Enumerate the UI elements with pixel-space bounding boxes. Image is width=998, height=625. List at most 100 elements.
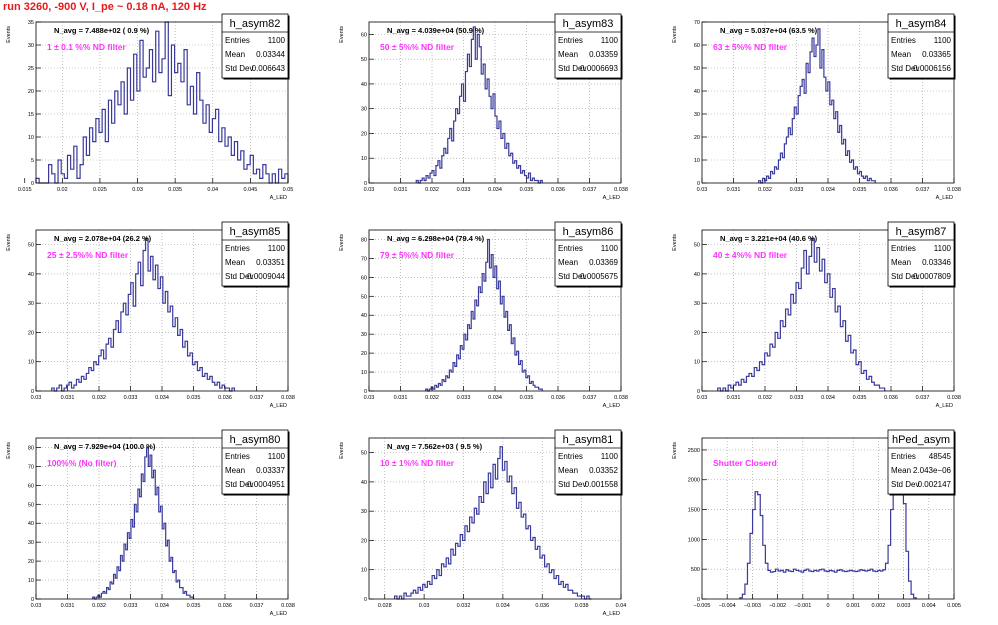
y-tick-label: 40 — [361, 313, 367, 319]
y-tick-label: 50 — [28, 502, 34, 508]
n-avg-label: N_avg = 7.929e+04 (100.0 %) — [54, 442, 156, 451]
filter-annotation: 1 ± 0.1 %% ND filter — [47, 42, 127, 52]
x-tick-label: 0.036 — [884, 187, 898, 193]
stats-std-dev-value: 0.0006693 — [580, 64, 618, 73]
stats-entries-value: 1100 — [934, 244, 952, 253]
y-tick-label: 50 — [694, 66, 700, 72]
x-tick-label: 0.03 — [132, 187, 143, 193]
x-tick-label: 0.033 — [790, 187, 804, 193]
y-tick-label: 10 — [361, 156, 367, 162]
n-avg-label: N_avg = 3.221e+04 (40.6 %) — [720, 234, 818, 243]
y-tick-label: 80 — [361, 237, 367, 243]
stats-entries-value: 1100 — [268, 452, 286, 461]
x-tick-label: 0.034 — [155, 395, 169, 401]
y-tick-label: 10 — [694, 158, 700, 164]
x-tick-label: 0.02 — [57, 187, 68, 193]
x-tick-label: 0.035 — [520, 395, 534, 401]
y-tick-label: 10 — [28, 135, 34, 141]
x-tick-label: 0.031 — [727, 395, 741, 401]
x-tick-label: 0.038 — [281, 603, 295, 609]
filter-annotation: Shutter Closerd — [713, 458, 777, 468]
y-tick-label: 20 — [28, 330, 34, 336]
x-tick-label: 0.038 — [281, 395, 295, 401]
histogram-name: h_asym83 — [563, 18, 614, 30]
x-tick-label: 0 — [826, 603, 829, 609]
histogram-panel-h_asym82: 0.015 0.02 0.025 0.03 0.035 0.04 0.045 0.05 0 5 10… — [6, 13, 293, 201]
x-tick-label: 0.033 — [124, 395, 138, 401]
stats-entries-value: 48545 — [929, 452, 952, 461]
y-tick-label: 50 — [361, 451, 367, 457]
x-tick-label: 0.034 — [496, 603, 510, 609]
y-tick-label: 30 — [28, 540, 34, 546]
y-tick-label: 60 — [361, 275, 367, 281]
x-tick-label: 0.037 — [250, 395, 264, 401]
filter-annotation: 10 ± 1%% ND filter — [380, 458, 455, 468]
stats-box-frame — [554, 13, 622, 79]
stats-std-dev-value: 0.0007809 — [913, 272, 951, 281]
y-axis-label: Events — [672, 234, 678, 251]
y-tick-label: 500 — [691, 567, 700, 573]
x-tick-label: 0.045 — [244, 187, 258, 193]
x-tick-label: 0.04 — [207, 187, 218, 193]
x-tick-label: 0.03 — [31, 603, 42, 609]
x-tick-label: 0.034 — [821, 187, 835, 193]
x-tick-label: 0.036 — [535, 603, 549, 609]
x-tick-label: 0.032 — [457, 603, 471, 609]
stats-entries-label: Entries — [558, 452, 583, 461]
stats-std-dev-label: Std Dev — [891, 480, 919, 489]
x-tick-label: 0.033 — [790, 395, 804, 401]
y-tick-label: 20 — [28, 89, 34, 95]
x-tick-label: 0.036 — [551, 395, 565, 401]
stats-mean-value: 0.03351 — [256, 258, 285, 267]
filter-annotation: 63 ± 5%% ND filter — [713, 42, 788, 52]
y-tick-label: 50 — [361, 294, 367, 300]
y-tick-label: 50 — [694, 243, 700, 249]
y-tick-label: 30 — [28, 43, 34, 49]
x-tick-label: 0.032 — [92, 603, 106, 609]
stats-std-dev-value: 0.0006156 — [913, 64, 951, 73]
y-tick-label: 0 — [31, 597, 34, 603]
x-tick-label: −0.003 — [744, 603, 761, 609]
histogram-panel-hPed_asym: −0.005 −0.004 −0.003 −0.002 −0.001 0 0.001 0.00… — [672, 429, 961, 609]
x-tick-label: 0.034 — [488, 187, 502, 193]
y-tick-label: 10 — [694, 360, 700, 366]
y-tick-label: 80 — [28, 445, 34, 451]
y-axis-label: Events — [339, 442, 345, 459]
n-avg-label: N_avg = 7.562e+03 ( 9.5 %) — [387, 442, 483, 451]
n-avg-label: N_avg = 7.488e+02 ( 0.9 %) — [54, 26, 150, 35]
x-tick-label: 0.03 — [419, 603, 430, 609]
y-tick-label: 30 — [694, 112, 700, 118]
run-title: run 3260, -900 V, I_pe ~ 0.18 nA, 120 Hz — [3, 1, 207, 13]
stats-entries-value: 1100 — [934, 36, 952, 45]
x-tick-label: 0.037 — [916, 395, 930, 401]
x-tick-label: 0.032 — [758, 395, 772, 401]
stats-box-frame — [887, 221, 955, 287]
x-axis-label: A_LED — [603, 403, 620, 409]
y-tick-label: 40 — [28, 521, 34, 527]
x-tick-label: 0.033 — [124, 603, 138, 609]
x-tick-label: 0.003 — [897, 603, 911, 609]
y-tick-label: 70 — [28, 464, 34, 470]
stats-box-frame — [554, 221, 622, 287]
stats-mean-value: 0.03337 — [256, 466, 285, 475]
x-tick-label: 0.032 — [425, 187, 439, 193]
x-tick-label: 0.004 — [922, 603, 936, 609]
x-tick-label: 0.002 — [872, 603, 886, 609]
histogram-panel-h_asym81: 0.028 0.03 0.032 0.034 0.036 0.038 0.04 0 10 20 30… — [339, 429, 626, 617]
filter-annotation: 40 ± 4%% ND filter — [713, 250, 788, 260]
x-tick-label: 0.031 — [61, 603, 75, 609]
x-tick-label: 0.037 — [583, 187, 597, 193]
y-tick-label: 2500 — [688, 448, 700, 454]
histogram-line — [35, 21, 289, 184]
stats-entries-label: Entries — [891, 244, 916, 253]
y-tick-label: 2000 — [688, 478, 700, 484]
y-tick-label: 10 — [28, 360, 34, 366]
stats-entries-label: Entries — [891, 36, 916, 45]
y-tick-label: 50 — [361, 57, 367, 63]
histogram-panel-h_asym80: 0.03 0.031 0.032 0.033 0.034 0.035 0.036 0.037 0… — [6, 429, 295, 617]
filter-annotation: 100%% (No filter) — [47, 458, 117, 468]
stats-entries-value: 1100 — [268, 244, 286, 253]
